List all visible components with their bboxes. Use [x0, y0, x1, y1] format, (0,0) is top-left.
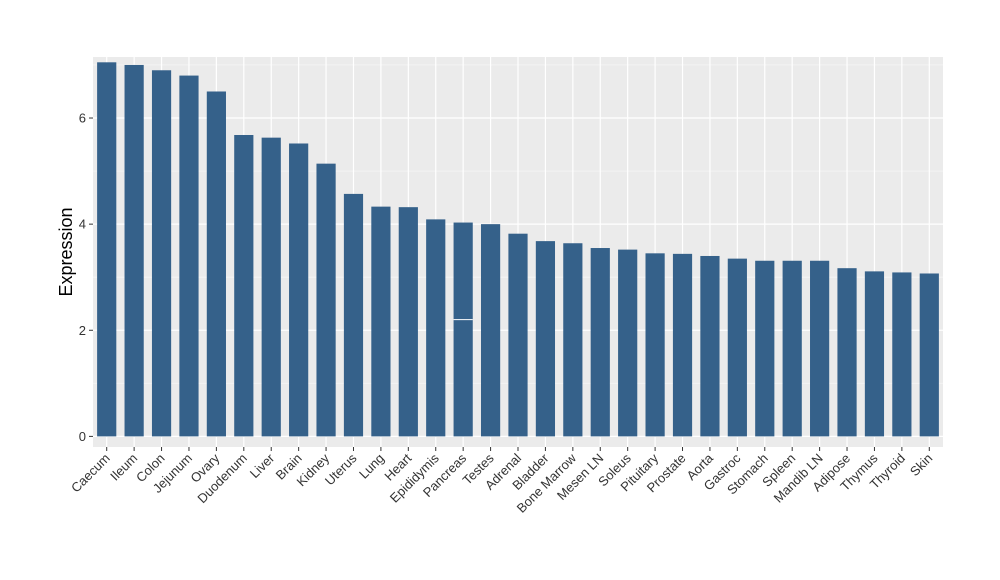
bars — [97, 62, 939, 437]
bar-duodenum — [234, 135, 254, 437]
bar-caecum — [97, 62, 117, 437]
bar-heart — [398, 207, 418, 437]
bar-colon — [151, 70, 172, 437]
y-tick-label: 0 — [79, 429, 86, 444]
bar-skin — [919, 273, 939, 437]
bar-stomach — [755, 260, 775, 437]
y-axis: 0 2 4 6 — [79, 111, 93, 444]
y-axis-title: Expression — [56, 207, 76, 296]
bar-mesen-ln — [590, 248, 610, 437]
bar-ileum — [124, 64, 144, 437]
bar-soleus — [618, 249, 638, 437]
x-tick-label: Uterus — [322, 450, 360, 488]
bar-brain — [289, 143, 309, 437]
x-tick-label: Lung — [356, 451, 387, 482]
y-tick-label: 4 — [79, 217, 86, 232]
bar-gastroc — [727, 258, 747, 437]
bar-lung — [371, 206, 391, 437]
x-axis: CaecumIleumColonJejunumOvaryDuodenumLive… — [68, 447, 935, 516]
bar-spleen — [782, 260, 802, 437]
bar-liver — [261, 137, 281, 437]
bar-mandib-ln — [810, 260, 830, 437]
bar-epididymis — [426, 219, 446, 437]
bar-bone-marrow — [563, 243, 583, 437]
bar-bladder — [535, 241, 556, 437]
bar-aorta — [700, 255, 720, 437]
bar-prostate — [672, 253, 693, 437]
x-tick-label: Skin — [907, 451, 935, 479]
bar-pituitary — [645, 253, 665, 437]
bar-kidney — [316, 163, 336, 437]
bar-testes — [480, 224, 501, 437]
bar-pancreas — [453, 222, 473, 437]
y-tick-label: 6 — [79, 111, 86, 126]
bar-adrenal — [508, 233, 528, 437]
bar-uterus — [343, 193, 364, 437]
x-tick-label: Ileum — [107, 451, 140, 484]
x-tick-label: Liver — [247, 450, 278, 481]
bar-jejunum — [179, 75, 199, 437]
bar-thymus — [864, 271, 885, 437]
bar-thyroid — [892, 272, 912, 437]
bar-adipose — [837, 268, 857, 437]
y-tick-label: 2 — [79, 323, 86, 338]
bar-ovary — [206, 91, 226, 437]
